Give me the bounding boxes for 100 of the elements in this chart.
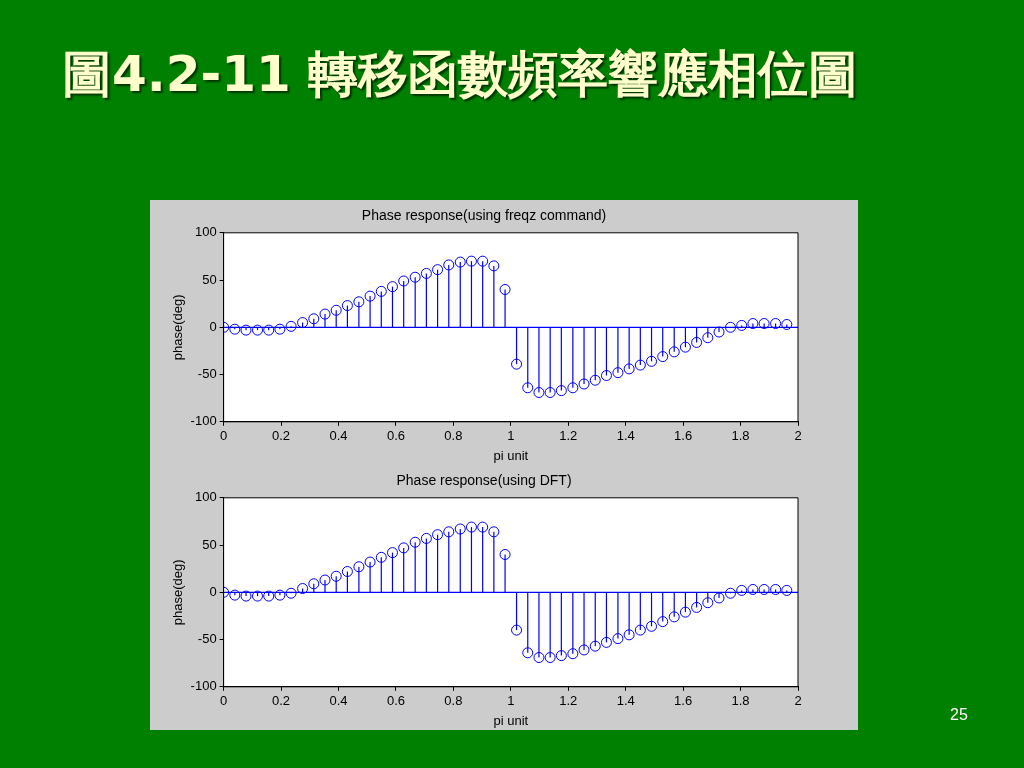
point <box>420 267 432 279</box>
x-tick-label: 1.4 <box>616 428 635 444</box>
point <box>319 308 331 320</box>
x-axis-title: pi unit <box>493 447 529 463</box>
point <box>736 584 748 596</box>
x-tick-label: 1.8 <box>731 428 750 444</box>
point <box>454 256 466 268</box>
point <box>353 296 365 308</box>
x-tick-label: 0.8 <box>444 693 463 709</box>
point <box>364 556 376 568</box>
point <box>725 587 737 599</box>
point <box>454 523 466 535</box>
point <box>229 323 241 335</box>
y-tick-label: 50 <box>202 536 217 552</box>
point <box>330 570 342 582</box>
point <box>341 566 353 578</box>
point <box>679 606 691 618</box>
point <box>702 597 714 609</box>
x-tick-label: 0 <box>220 428 228 444</box>
x-tick-label: 1.4 <box>616 693 635 709</box>
point <box>578 644 590 656</box>
point <box>634 624 646 636</box>
point <box>522 647 534 659</box>
point <box>252 324 264 336</box>
point <box>781 318 793 330</box>
point <box>308 578 320 590</box>
point <box>465 255 477 267</box>
point <box>600 370 612 381</box>
x-tick-label: 0.8 <box>444 428 463 444</box>
point <box>477 255 489 267</box>
point <box>499 549 511 560</box>
point <box>341 300 353 312</box>
x-tick-label: 1.6 <box>674 693 693 709</box>
point <box>364 290 376 302</box>
point <box>770 318 782 330</box>
point <box>252 590 264 602</box>
point <box>544 387 556 399</box>
point <box>297 317 309 329</box>
point <box>432 264 444 276</box>
point <box>533 387 545 399</box>
point <box>567 382 579 394</box>
point <box>758 583 770 595</box>
point <box>240 324 252 336</box>
point <box>511 358 523 370</box>
point <box>319 574 331 586</box>
point <box>612 367 624 379</box>
y-tick-label: -100 <box>190 678 217 694</box>
point <box>646 620 658 632</box>
point <box>263 324 275 336</box>
point <box>375 551 387 563</box>
point <box>274 589 286 601</box>
x-tick-label: 0.4 <box>329 428 348 444</box>
y-tick-label: -50 <box>197 366 217 382</box>
point <box>229 589 241 601</box>
point <box>589 640 601 652</box>
point <box>702 332 714 344</box>
y-tick-label: 100 <box>194 489 217 505</box>
x-tick-label: 0.2 <box>272 428 291 444</box>
point <box>544 652 556 664</box>
point <box>533 652 545 664</box>
y-axis-title: phase(deg) <box>170 559 186 626</box>
point <box>443 526 455 538</box>
point <box>691 601 703 613</box>
point <box>747 318 759 330</box>
y-tick-label: -50 <box>197 631 217 647</box>
point <box>375 285 387 297</box>
point <box>770 583 782 595</box>
x-tick-label: 0.4 <box>329 693 348 709</box>
point <box>668 346 680 358</box>
point <box>623 363 635 375</box>
point <box>758 318 770 330</box>
point <box>725 321 737 333</box>
point <box>398 275 410 287</box>
x-tick-label: 1.2 <box>559 428 578 444</box>
point <box>477 521 489 533</box>
x-tick-label: 1.8 <box>731 693 750 709</box>
point <box>285 320 297 332</box>
point <box>488 526 500 538</box>
chart-title: Phase response(using freqz command) <box>361 207 607 224</box>
point <box>612 633 624 645</box>
chart-title: Phase response(using DFT) <box>396 472 572 489</box>
text: 圖4.2-11 轉移函數頻率響應相位圖 <box>62 44 860 105</box>
x-tick-label: 0.6 <box>386 693 405 709</box>
point <box>274 323 286 335</box>
point <box>386 281 398 293</box>
x-tick-label: 1 <box>507 693 515 709</box>
point <box>634 359 646 371</box>
point <box>398 542 410 554</box>
x-axis-title: pi unit <box>493 712 529 728</box>
point <box>691 336 703 348</box>
point <box>657 616 669 628</box>
point <box>567 648 579 660</box>
point <box>297 583 309 595</box>
point <box>555 650 567 662</box>
y-tick-label: 0 <box>209 583 217 599</box>
point <box>511 624 523 636</box>
y-tick-label: 100 <box>194 224 217 240</box>
point <box>409 536 421 548</box>
point <box>488 260 500 272</box>
y-tick-label: 50 <box>202 271 217 287</box>
